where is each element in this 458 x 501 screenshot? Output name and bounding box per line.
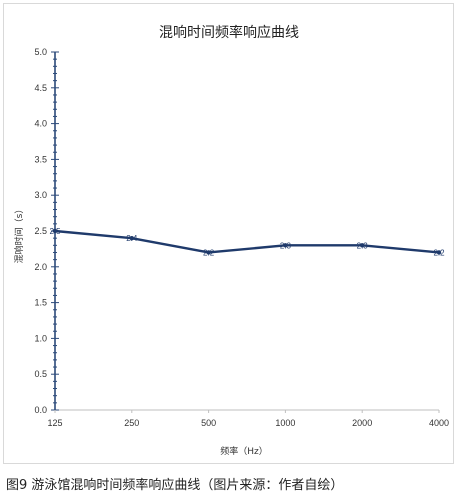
series-line <box>54 229 440 254</box>
chart-title: 混响时间频率响应曲线 <box>159 24 299 41</box>
data-point <box>52 228 58 234</box>
x-tick-label: 500 <box>201 418 216 428</box>
x-tick-label: 2000 <box>352 418 372 428</box>
y-tick-label: 4.0 <box>34 119 47 129</box>
data-label: 2.5 <box>49 227 61 236</box>
data-point <box>360 243 365 248</box>
x-tick-label: 125 <box>47 418 62 428</box>
y-tick-label: 4.5 <box>34 83 47 93</box>
data-label: 2.3 <box>280 241 292 250</box>
y-tick-label: 3.5 <box>34 154 47 164</box>
data-label: 2.2 <box>433 248 445 257</box>
y-tick-label: 0.0 <box>34 405 47 415</box>
data-label: 2.4 <box>126 234 138 243</box>
x-tick-label: 4000 <box>429 418 449 428</box>
y-axis-title: 混响时间（s） <box>13 205 25 264</box>
y-tick-label: 3.0 <box>34 190 47 200</box>
chart-frame: 混响时间频率响应曲线 混响时间（s） 频率（Hz） 0.0 0.5 1.0 1.5 2.… <box>3 3 454 464</box>
data-point <box>283 243 288 248</box>
y-tick-label: 1.5 <box>34 298 47 308</box>
data-point <box>206 250 211 255</box>
x-tick-label: 250 <box>124 418 139 428</box>
reverberation-chart: 混响时间频率响应曲线 混响时间（s） 频率（Hz） 0.0 0.5 1.0 1.5 2.… <box>13 24 449 457</box>
figure-caption: 图9 游泳馆混响时间频率响应曲线（图片来源：作者自绘） <box>6 478 344 493</box>
y-tick-label: 1.0 <box>34 333 47 343</box>
y-tick-label: 2.0 <box>34 262 47 272</box>
data-point <box>436 250 442 255</box>
x-tick-label: 1000 <box>275 418 295 428</box>
y-tick-label: 0.5 <box>34 369 47 379</box>
y-tick-label: 2.5 <box>34 226 47 236</box>
data-point <box>129 235 134 241</box>
data-label: 2.3 <box>357 241 369 250</box>
y-tick-label: 5.0 <box>34 47 47 57</box>
x-axis-title: 频率（Hz） <box>220 445 268 457</box>
data-label: 2.2 <box>203 248 215 257</box>
